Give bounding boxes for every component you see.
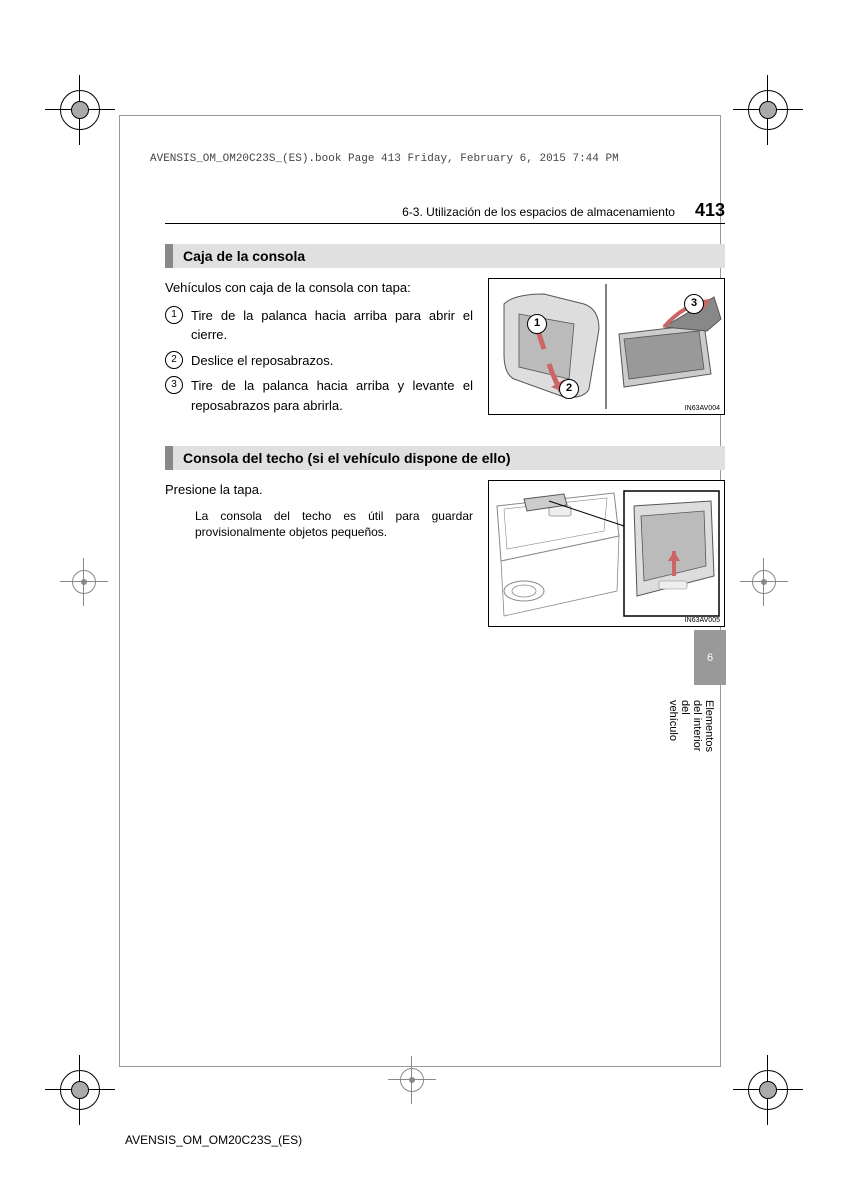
section2-note: La consola del techo es útil para guarda… xyxy=(165,508,473,542)
crop-mark-mr xyxy=(752,570,776,594)
section1-figure: 1 2 3 IN63AV004 xyxy=(488,278,725,415)
callout-1: 1 xyxy=(527,314,547,334)
crop-mark-tr xyxy=(748,90,788,130)
section2-heading: Consola del techo (si el vehículo dispon… xyxy=(165,446,725,470)
section2-text: Presione la tapa. La consola del techo e… xyxy=(165,480,473,627)
callout-3: 3 xyxy=(684,294,704,314)
section1-body: Vehículos con caja de la consola con tap… xyxy=(165,278,725,421)
section-path: 6-3. Utilización de los espacios de alma… xyxy=(402,205,675,219)
page-content: 6-3. Utilización de los espacios de alma… xyxy=(165,200,725,652)
crop-mark-br xyxy=(748,1070,788,1110)
meta-header-line: AVENSIS_OM_OM20C23S_(ES).book Page 413 F… xyxy=(150,153,619,165)
crop-mark-bl xyxy=(60,1070,100,1110)
crop-mark-bc xyxy=(400,1068,424,1092)
page-number: 413 xyxy=(695,200,725,221)
section1-intro: Vehículos con caja de la consola con tap… xyxy=(165,278,473,298)
step-1: 1 Tire de la palanca hacia arriba para a… xyxy=(165,306,473,345)
footer-doc-code: AVENSIS_OM_OM20C23S_(ES) xyxy=(125,1133,302,1147)
overhead-console-illustration xyxy=(489,481,724,626)
section2-figure: IN63AV005 xyxy=(488,480,725,627)
section2-body: Presione la tapa. La consola del techo e… xyxy=(165,480,725,627)
step-2: 2 Deslice el reposabrazos. xyxy=(165,351,473,371)
chapter-side-title: Elementos del interior del vehículo xyxy=(667,700,715,752)
step-text-3: Tire de la palanca hacia arriba y levant… xyxy=(191,376,473,415)
crop-mark-ml xyxy=(72,570,96,594)
step-3: 3 Tire de la palanca hacia arriba y leva… xyxy=(165,376,473,415)
step-num-3: 3 xyxy=(165,376,183,394)
crop-mark-tl xyxy=(60,90,100,130)
section2-fig-code: IN63AV005 xyxy=(685,617,720,624)
section1-heading: Caja de la consola xyxy=(165,244,725,268)
section2-intro: Presione la tapa. xyxy=(165,480,473,500)
page-header: 6-3. Utilización de los espacios de alma… xyxy=(165,200,725,224)
step-text-2: Deslice el reposabrazos. xyxy=(191,351,473,371)
section1-text: Vehículos con caja de la consola con tap… xyxy=(165,278,473,421)
step-num-2: 2 xyxy=(165,351,183,369)
callout-2: 2 xyxy=(559,379,579,399)
step-text-1: Tire de la palanca hacia arriba para abr… xyxy=(191,306,473,345)
chapter-tab-num: 6 xyxy=(707,652,713,664)
step-num-1: 1 xyxy=(165,306,183,324)
chapter-tab: 6 xyxy=(694,630,726,685)
section1-fig-code: IN63AV004 xyxy=(685,405,720,412)
